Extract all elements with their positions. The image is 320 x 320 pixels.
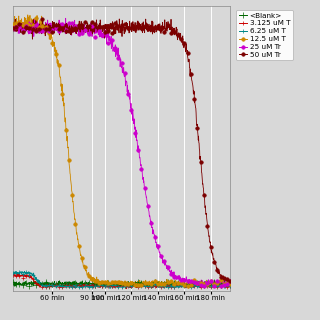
Legend: <Blank>, 3.125 uM T, 6.25 uM T, 12.5 uM T, 25 uM Tr, 50 uM Tr: <Blank>, 3.125 uM T, 6.25 uM T, 12.5 uM … xyxy=(236,10,292,60)
